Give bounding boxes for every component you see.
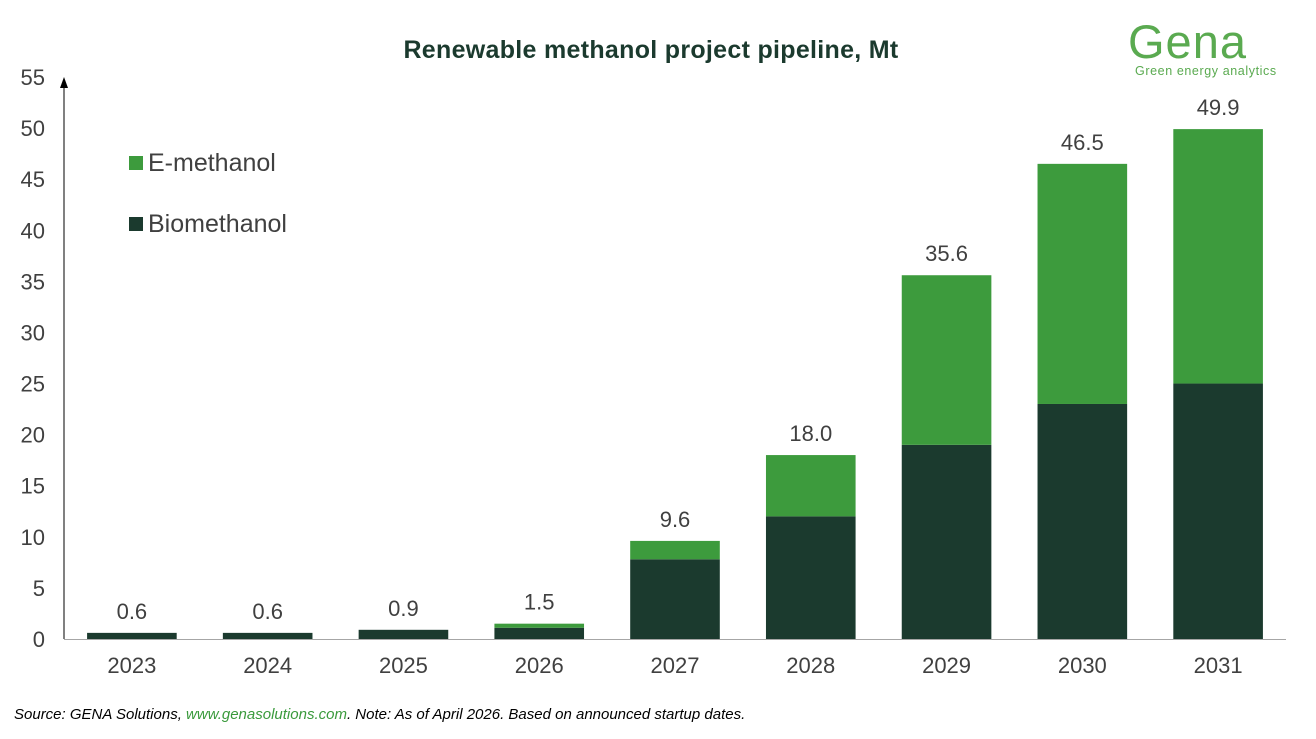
- y-axis: 0 5 10 15 20 25 30 35 40 45 50 55: [21, 65, 68, 652]
- bar-biomethanol-2026: [494, 627, 585, 639]
- bar-e-methanol-2031: [1173, 129, 1263, 384]
- y-tick-label: 5: [33, 576, 45, 601]
- bar-e-methanol-2026: [494, 623, 585, 628]
- y-tick-label: 0: [33, 627, 45, 652]
- logo-tagline: Green energy analytics: [1135, 64, 1277, 78]
- x-axis: 2023 2024 2025 2026 2027 2028 2029 2030 2031: [64, 639, 1286, 678]
- y-tick-label: 30: [21, 320, 45, 345]
- bar-biomethanol-2029: [901, 444, 992, 639]
- x-tick-label-2031: 2031: [1194, 653, 1243, 678]
- legend-swatch-biomethanol: [129, 217, 143, 231]
- x-tick-label-2023: 2023: [107, 653, 156, 678]
- y-tick-label: 40: [21, 218, 45, 243]
- bar-biomethanol-2024: [222, 632, 313, 639]
- y-tick-label: 10: [21, 525, 45, 550]
- y-tick-label: 55: [21, 65, 45, 90]
- legend: E-methanol Biomethanol: [129, 149, 287, 238]
- y-tick-label: 45: [21, 167, 45, 192]
- legend-swatch-e-methanol: [129, 156, 143, 170]
- data-label-total-2024: 0.6: [252, 599, 283, 624]
- bar-biomethanol-2023: [87, 632, 177, 639]
- bar-biomethanol-2031: [1173, 383, 1263, 639]
- x-tick-label-2028: 2028: [786, 653, 835, 678]
- data-label-total-2029: 35.6: [925, 241, 968, 266]
- data-label-total-2028: 18.0: [789, 421, 832, 446]
- y-tick-label: 25: [21, 372, 45, 397]
- y-tick-label: 50: [21, 116, 45, 141]
- y-tick-label: 20: [21, 423, 45, 448]
- legend-label-e-methanol: E-methanol: [148, 149, 276, 177]
- x-tick-label-2029: 2029: [922, 653, 971, 678]
- bars: 0.6 0.6 0.9 1.5 9.6 18.0 35.6 46.5 49.9: [87, 95, 1263, 639]
- gena-logo: Gena Green energy analytics: [1128, 14, 1298, 84]
- y-tick-label: 35: [21, 269, 45, 294]
- data-label-total-2027: 9.6: [660, 507, 691, 532]
- bar-e-methanol-2030: [1037, 163, 1128, 404]
- x-tick-label-2026: 2026: [515, 653, 564, 678]
- source-suffix: . Note: As of April 2026. Based on annou…: [346, 706, 746, 723]
- chart-title: Renewable methanol project pipeline, Mt: [403, 36, 899, 64]
- y-axis-arrow-icon: [60, 77, 68, 88]
- logo-wordmark: Gena: [1128, 15, 1247, 68]
- data-label-total-2023: 0.6: [117, 599, 148, 624]
- y-tick-label: 15: [21, 474, 45, 499]
- bar-e-methanol-2028: [765, 455, 856, 517]
- bar-biomethanol-2030: [1037, 403, 1128, 639]
- data-label-total-2025: 0.9: [388, 596, 419, 621]
- source-note: Source: GENA Solutions, www.genasolution…: [14, 706, 745, 723]
- x-tick-label-2030: 2030: [1058, 653, 1107, 678]
- data-label-total-2031: 49.9: [1197, 95, 1240, 120]
- x-tick-label-2027: 2027: [651, 653, 700, 678]
- x-tick-label-2025: 2025: [379, 653, 428, 678]
- bar-e-methanol-2027: [630, 540, 720, 560]
- source-prefix: Source: GENA Solutions,: [14, 706, 187, 723]
- bar-biomethanol-2025: [358, 629, 449, 639]
- bar-biomethanol-2027: [630, 559, 720, 639]
- legend-label-biomethanol: Biomethanol: [148, 210, 287, 238]
- source-link[interactable]: www.genasolutions.com: [186, 706, 347, 723]
- x-tick-label-2024: 2024: [243, 653, 292, 678]
- data-label-total-2030: 46.5: [1061, 130, 1104, 155]
- data-label-total-2026: 1.5: [524, 590, 555, 615]
- bar-e-methanol-2029: [901, 275, 992, 445]
- bar-biomethanol-2028: [765, 516, 856, 639]
